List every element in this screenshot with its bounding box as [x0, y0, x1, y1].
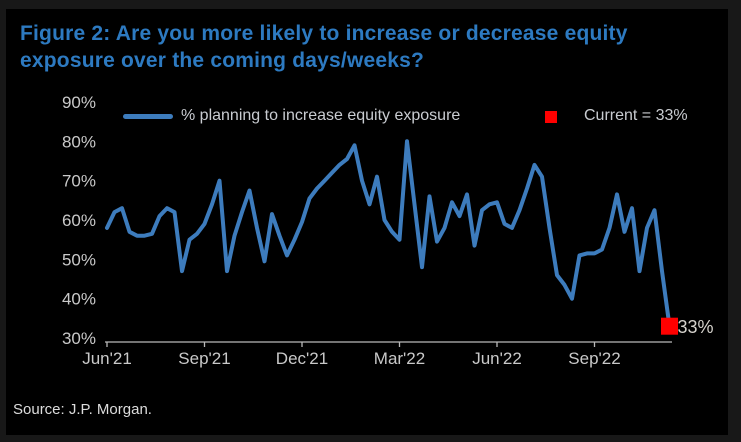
- svg-text:90%: 90%: [62, 93, 96, 112]
- svg-text:60%: 60%: [62, 211, 96, 230]
- svg-text:80%: 80%: [62, 132, 96, 151]
- y-axis-labels: 90% 80% 70% 60% 50% 40% 30%: [62, 93, 96, 348]
- title-line-1: Figure 2: Are you more likely to increas…: [20, 22, 628, 45]
- svg-text:Mar'22: Mar'22: [374, 349, 425, 368]
- svg-text:70%: 70%: [62, 172, 96, 191]
- title-line-2: exposure over the coming days/weeks?: [20, 49, 425, 72]
- svg-text:Jun'21: Jun'21: [82, 349, 132, 368]
- svg-text:Dec'21: Dec'21: [276, 349, 328, 368]
- svg-text:40%: 40%: [62, 290, 96, 309]
- legend-series-label: % planning to increase equity exposure: [181, 107, 461, 124]
- legend-current-swatch: [545, 111, 557, 123]
- svg-text:Sep'22: Sep'22: [568, 349, 620, 368]
- svg-text:Sep'21: Sep'21: [178, 349, 230, 368]
- source-note: Source: J.P. Morgan.: [13, 401, 152, 418]
- current-value-annotation: 33%: [678, 317, 714, 337]
- svg-text:30%: 30%: [62, 329, 96, 348]
- svg-text:Jun'22: Jun'22: [472, 349, 522, 368]
- legend-line-swatch: [123, 114, 173, 119]
- x-axis: Jun'21 Sep'21 Dec'21 Mar'22 Jun'22 Sep'22: [82, 341, 672, 368]
- current-marker: [661, 317, 678, 335]
- page-title: Figure 2: Are you more likely to increas…: [20, 20, 700, 74]
- svg-text:50%: 50%: [62, 250, 96, 269]
- series-line: [105, 139, 672, 329]
- legend-current-label: Current = 33%: [584, 107, 688, 124]
